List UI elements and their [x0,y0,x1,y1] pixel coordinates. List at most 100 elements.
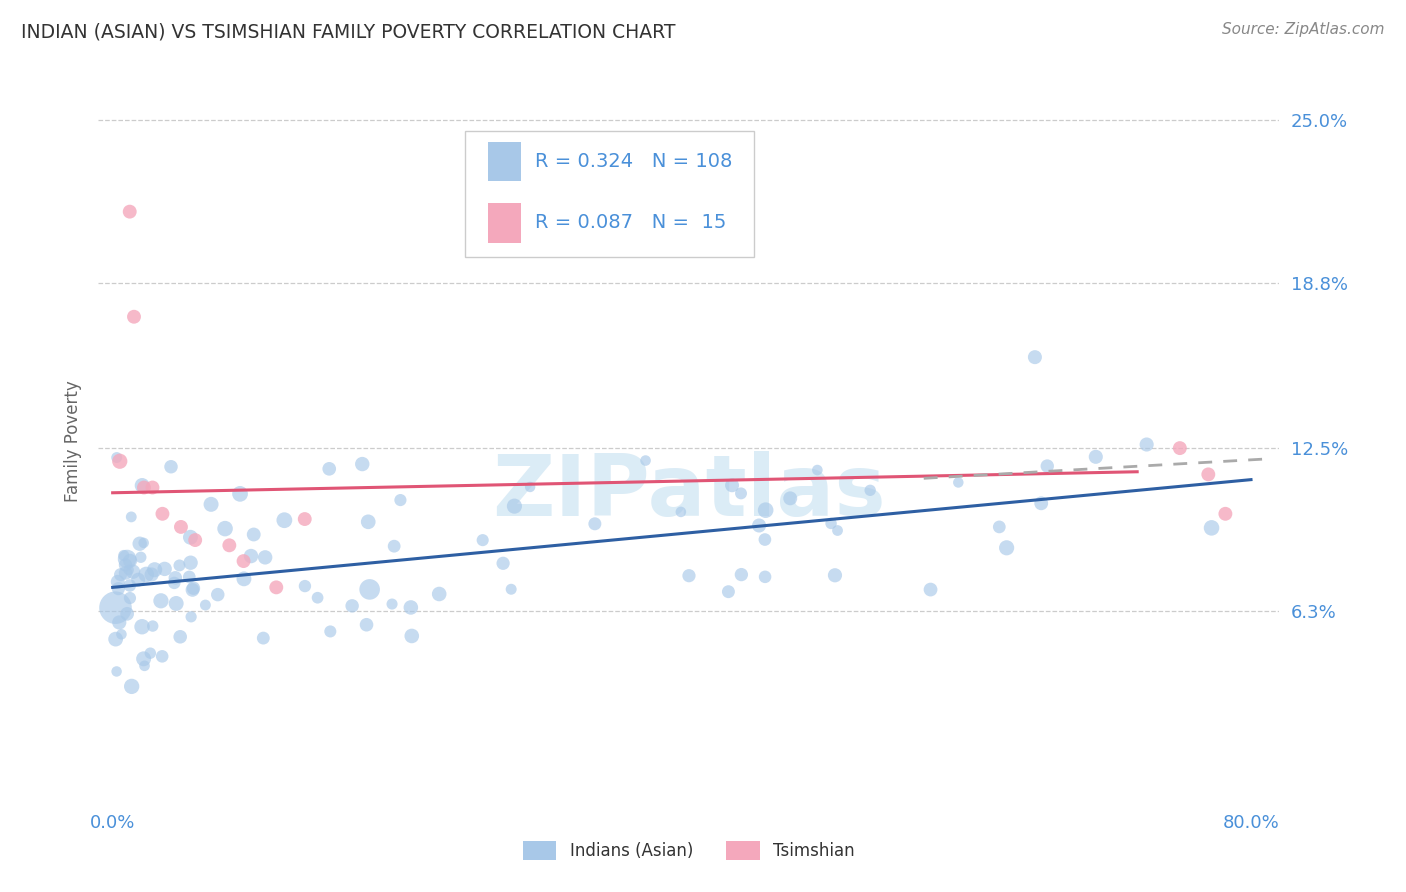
Point [229,487,252,501]
Point [132,481,155,495]
Point [118,591,141,605]
FancyBboxPatch shape [464,131,754,257]
Point [381,597,404,611]
Point [240,549,263,563]
Point [131,478,153,492]
Point [233,572,256,586]
Point [730,486,752,500]
Point [200,497,222,511]
Point [134,658,156,673]
Point [318,462,340,476]
Point [755,503,778,517]
Point [163,575,186,590]
Point [1168,441,1191,455]
Point [112,549,135,563]
Legend: Indians (Asian), Tsimshian: Indians (Asian), Tsimshian [516,834,862,867]
Point [294,512,316,526]
Point [104,632,127,647]
Point [183,581,205,595]
Point [242,527,264,541]
Point [115,552,138,566]
Point [122,310,145,324]
Point [165,571,187,585]
Point [218,538,240,552]
Point [118,204,141,219]
Point [121,679,143,693]
Point [141,567,163,582]
Y-axis label: Family Poverty: Family Poverty [63,381,82,502]
Point [252,631,274,645]
Point [169,630,191,644]
Point [357,515,380,529]
Point [340,599,363,613]
Point [754,533,776,547]
Point [471,533,494,548]
Point [1084,450,1107,464]
Point [143,563,166,577]
Point [118,578,141,592]
Point [399,600,422,615]
Point [634,453,657,467]
Point [389,493,412,508]
Point [294,579,316,593]
Point [401,629,423,643]
Point [669,505,692,519]
Point [142,619,165,633]
Point [730,567,752,582]
Point [382,539,405,553]
Point [149,594,172,608]
FancyBboxPatch shape [488,203,522,243]
Point [180,556,202,570]
Point [1215,507,1237,521]
Text: R = 0.324   N = 108: R = 0.324 N = 108 [536,152,733,171]
Point [356,617,378,632]
Point [110,627,132,641]
Point [678,568,700,582]
Point [107,582,129,596]
Point [717,584,740,599]
Point [1024,350,1046,364]
FancyBboxPatch shape [488,142,522,181]
Point [129,550,152,565]
Point [519,480,541,494]
Point [165,597,187,611]
Point [108,615,131,630]
Point [120,554,142,568]
Point [207,588,229,602]
Point [273,513,295,527]
Point [806,463,828,477]
Point [721,478,744,492]
Point [232,554,254,568]
Point [181,582,204,597]
Point [194,598,217,612]
Point [115,607,138,621]
Point [1201,521,1223,535]
Text: INDIAN (ASIAN) VS TSIMSHIAN FAMILY POVERTY CORRELATION CHART: INDIAN (ASIAN) VS TSIMSHIAN FAMILY POVER… [21,22,676,41]
Point [105,665,128,679]
Point [141,481,163,495]
Point [920,582,942,597]
Point [988,520,1011,534]
Point [1197,467,1219,482]
Point [139,646,162,660]
Point [359,582,381,597]
Point [1036,458,1059,473]
Point [254,550,277,565]
Point [754,570,776,584]
Text: R = 0.087   N =  15: R = 0.087 N = 15 [536,213,727,233]
Point [170,520,193,534]
Point [501,582,523,597]
Point [179,530,201,544]
Point [132,536,155,550]
Point [180,610,202,624]
Point [307,591,329,605]
Point [127,573,149,587]
Point [120,509,142,524]
Point [859,483,882,498]
Point [105,450,128,465]
Point [114,558,136,572]
Point [160,459,183,474]
Point [179,570,201,584]
Point [1031,496,1053,510]
Point [583,516,606,531]
